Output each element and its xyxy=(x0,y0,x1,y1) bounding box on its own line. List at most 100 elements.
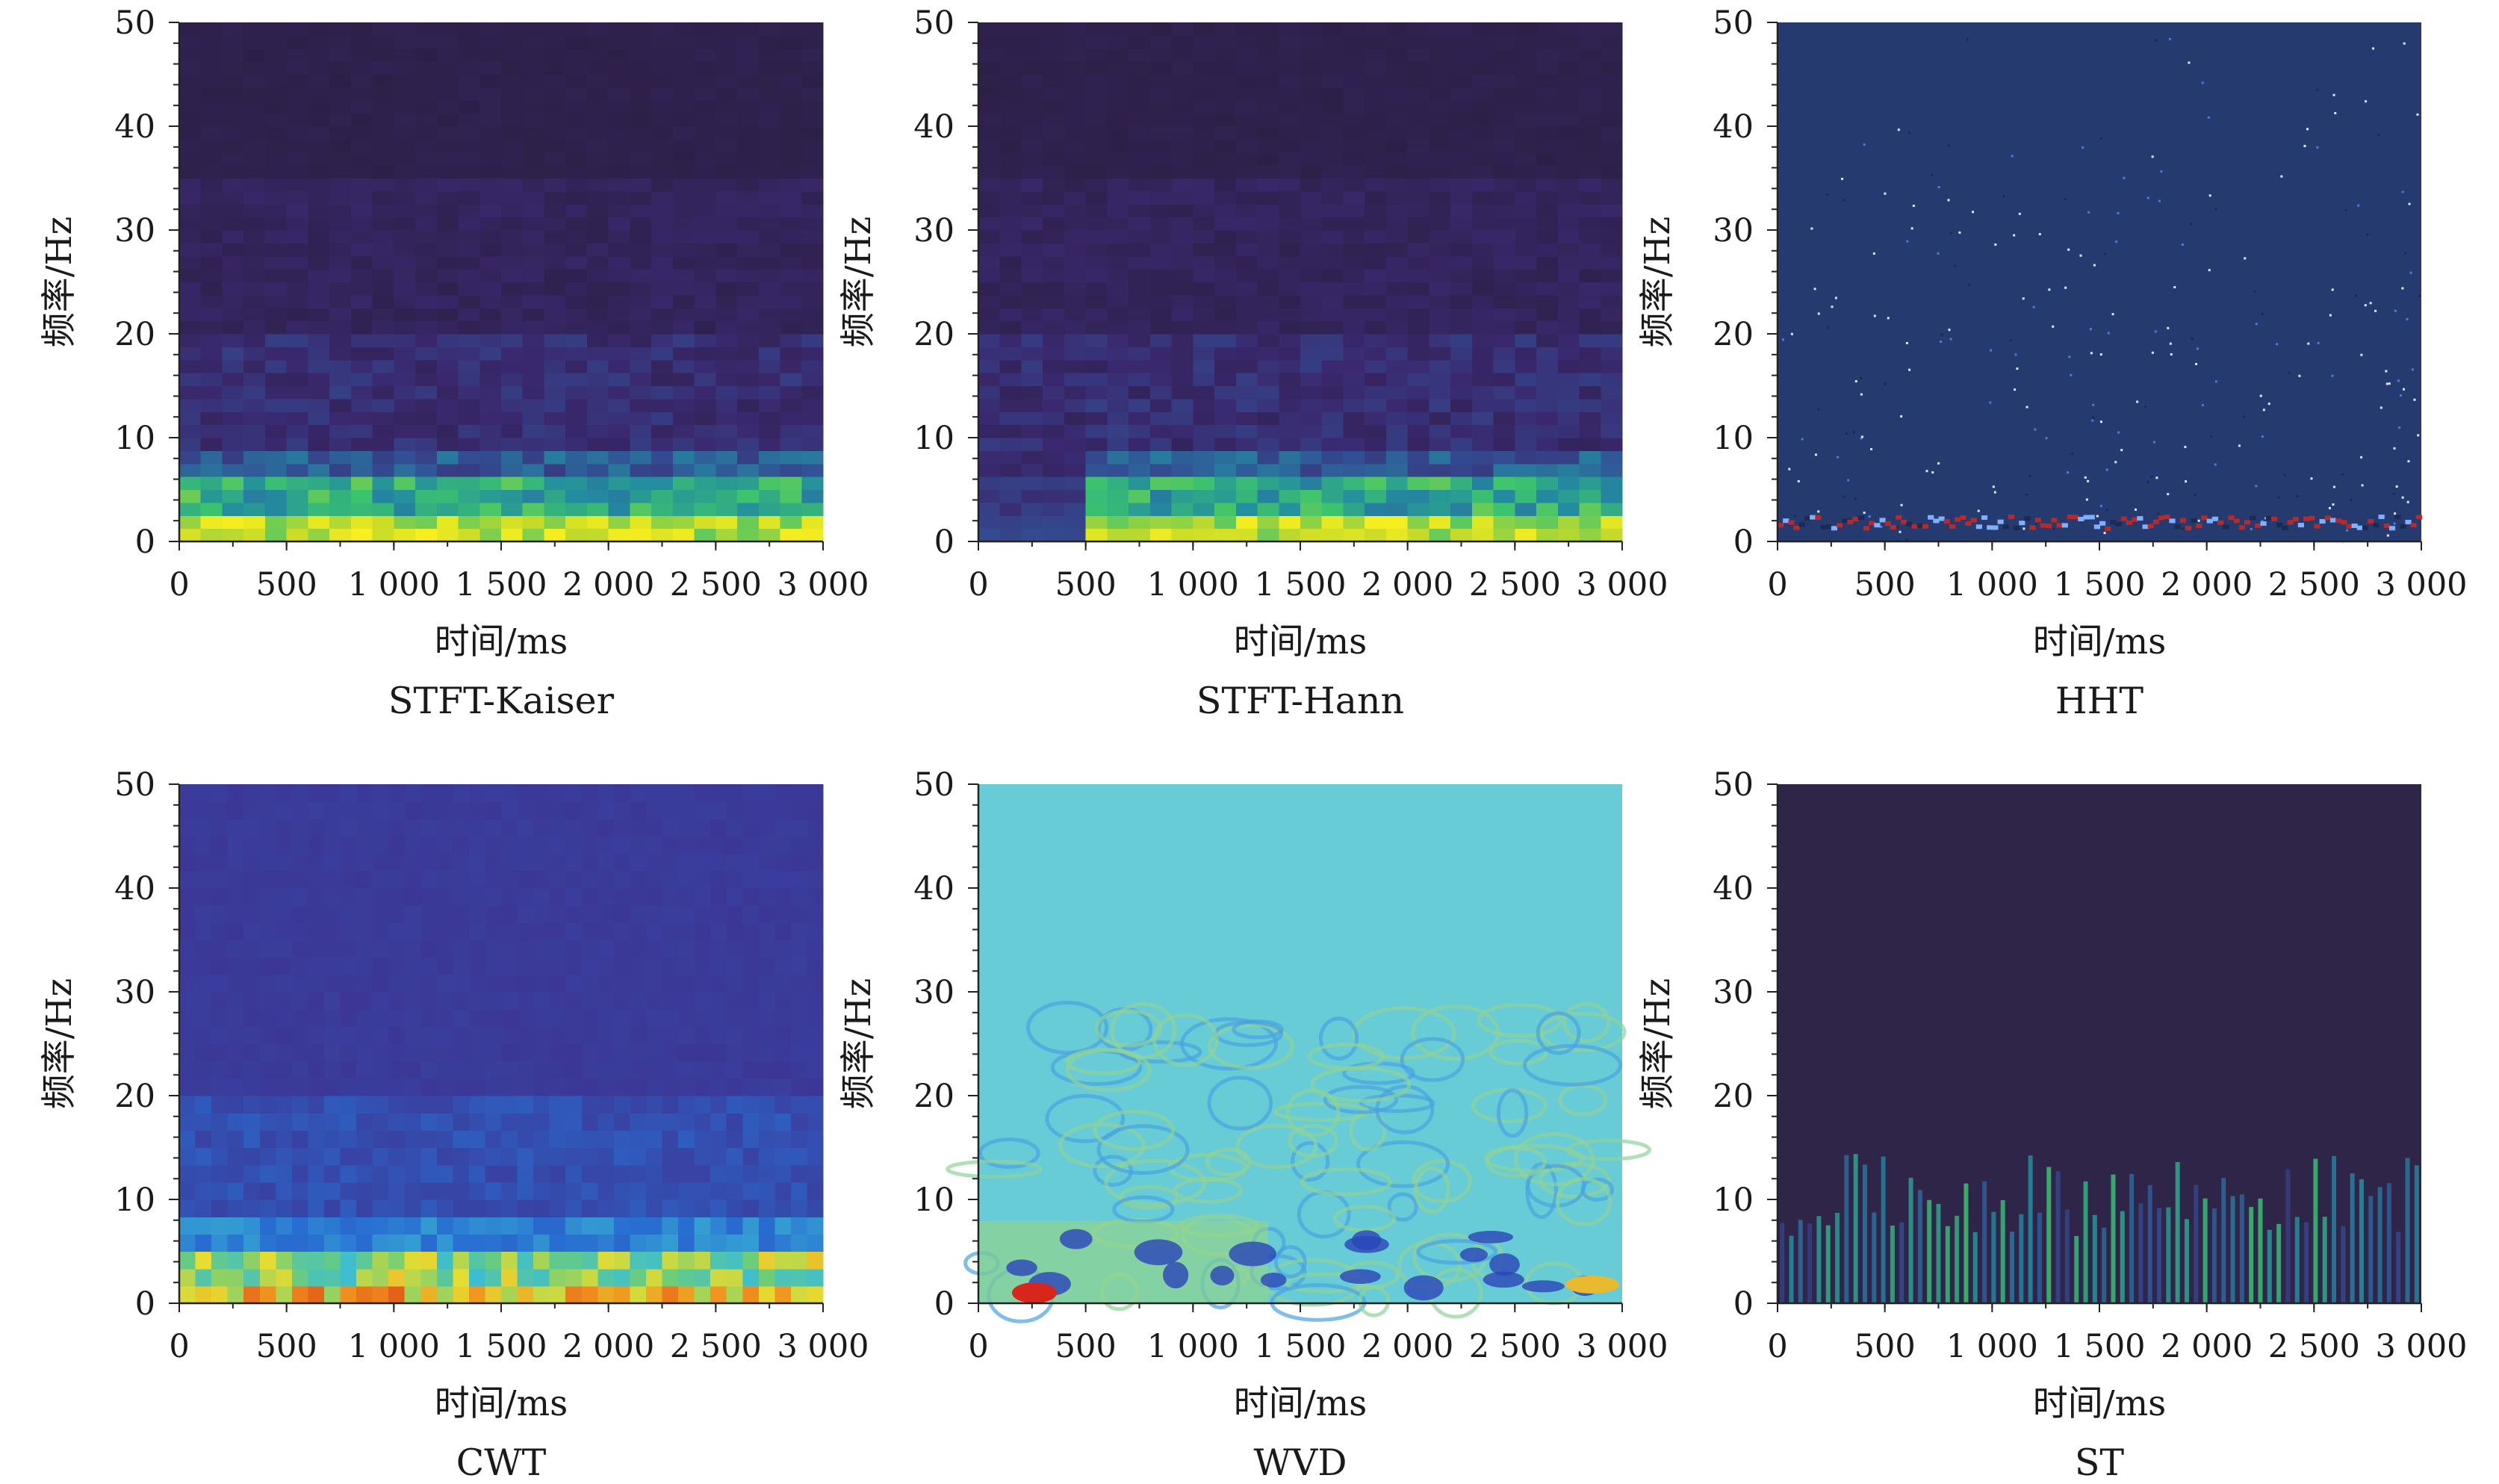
x-tick-label: 3 000 xyxy=(2375,566,2467,603)
x-axis-label: 时间/ms xyxy=(1234,1383,1368,1424)
st-streak xyxy=(2074,1235,2079,1303)
heatmap-cell xyxy=(801,178,824,192)
heatmap-cell xyxy=(227,1147,244,1166)
hht-band xyxy=(1852,517,1859,522)
heatmap-cell xyxy=(1214,22,1237,36)
heatmap-cell xyxy=(264,515,288,530)
heatmap-cell xyxy=(726,1078,743,1096)
hht-point xyxy=(2070,373,2073,376)
heatmap-cell xyxy=(1107,165,1129,179)
heatmap-cell xyxy=(1043,450,1065,465)
hht-band xyxy=(2088,515,2095,520)
heatmap-cell xyxy=(694,424,716,438)
heatmap-cell xyxy=(1064,152,1087,166)
heatmap-cell xyxy=(222,61,244,75)
heatmap-cell xyxy=(1107,347,1129,361)
heatmap-cell xyxy=(388,1285,406,1304)
heatmap-cell xyxy=(999,22,1022,36)
heatmap-cell xyxy=(1515,87,1537,101)
heatmap-cell xyxy=(350,450,373,465)
heatmap-cell xyxy=(222,515,244,530)
heatmap-cell xyxy=(1129,230,1151,243)
heatmap-cell xyxy=(1471,385,1494,400)
hht-point xyxy=(1937,252,1940,255)
wvd-contour xyxy=(1093,1109,1176,1152)
heatmap-cell xyxy=(243,853,261,872)
hht-band xyxy=(1981,515,1988,521)
heatmap-cell xyxy=(715,515,738,530)
heatmap-cell xyxy=(1235,113,1258,127)
heatmap-cell xyxy=(694,1164,711,1183)
heatmap-cell xyxy=(286,489,308,503)
hht-band xyxy=(2126,520,2133,525)
heatmap-cell xyxy=(565,502,588,516)
heatmap-cell xyxy=(651,320,674,335)
st-streak xyxy=(1927,1199,1932,1303)
heatmap-cell xyxy=(801,424,824,438)
heatmap-cell xyxy=(264,204,288,218)
hht-band xyxy=(1837,523,1843,528)
wvd-contour xyxy=(1352,1006,1456,1061)
heatmap-cell xyxy=(259,1130,276,1149)
heatmap-cell xyxy=(651,373,674,387)
heatmap-cell xyxy=(1021,412,1043,426)
heatmap-cell xyxy=(329,424,352,438)
heatmap-cell xyxy=(1471,255,1494,270)
heatmap-cell xyxy=(1536,243,1559,257)
heatmap-cell xyxy=(259,1096,276,1114)
y-tick-label: 10 xyxy=(114,1182,155,1219)
heatmap-cell xyxy=(1579,438,1601,451)
heatmap-cell xyxy=(1579,334,1601,347)
hht-band xyxy=(2196,524,2202,529)
heatmap-cell xyxy=(801,320,824,335)
heatmap-cell xyxy=(329,412,352,426)
heatmap-cell xyxy=(1193,450,1215,465)
heatmap-cell xyxy=(1193,476,1215,491)
heatmap-cell xyxy=(286,385,308,400)
heatmap-cell xyxy=(630,940,647,958)
heatmap-cell xyxy=(581,1217,598,1235)
heatmap-cell xyxy=(485,1147,502,1166)
heatmap-cell xyxy=(485,801,502,819)
wvd-peak xyxy=(1012,1282,1057,1303)
heatmap-cell xyxy=(1107,113,1129,127)
heatmap-cell xyxy=(1129,22,1151,36)
heatmap-cell xyxy=(308,1113,325,1131)
heatmap-cell xyxy=(404,801,421,819)
heatmap-cell xyxy=(436,940,453,958)
heatmap-cell xyxy=(522,476,545,491)
heatmap-cell xyxy=(1257,476,1279,491)
heatmap-cell xyxy=(243,334,266,347)
heatmap-cell xyxy=(630,1217,647,1235)
heatmap-cell xyxy=(726,1009,743,1027)
heatmap-cell xyxy=(608,178,630,192)
heatmap-cell xyxy=(501,476,524,491)
heatmap-cell xyxy=(581,974,598,993)
heatmap-cell xyxy=(1171,190,1193,205)
heatmap-cell xyxy=(1493,308,1515,322)
heatmap-cell xyxy=(394,22,416,36)
hht-band xyxy=(1793,525,1800,530)
heatmap-cell xyxy=(1493,282,1515,296)
heatmap-cell xyxy=(179,22,202,36)
hht-band xyxy=(2368,518,2374,524)
heatmap-cell xyxy=(211,1251,229,1270)
heatmap-cell xyxy=(694,1285,711,1304)
heatmap-cell xyxy=(645,784,663,802)
heatmap-cell xyxy=(1429,87,1451,101)
heatmap-cell xyxy=(1471,165,1494,179)
heatmap-cell xyxy=(1515,347,1537,361)
heatmap-cell xyxy=(501,139,524,153)
heatmap-cell xyxy=(608,450,630,465)
heatmap-cell xyxy=(522,190,545,205)
heatmap-cell xyxy=(323,1130,341,1149)
heatmap-cell xyxy=(291,819,308,837)
wvd-contour xyxy=(1486,1146,1547,1179)
st-streak xyxy=(2083,1181,2088,1303)
heatmap-cell xyxy=(1450,398,1473,412)
heatmap-cell xyxy=(501,1026,518,1045)
heatmap-cell xyxy=(1536,398,1559,412)
wvd-contour xyxy=(1562,1002,1611,1043)
heatmap-cell xyxy=(544,152,566,166)
heatmap-cell xyxy=(1300,230,1323,243)
